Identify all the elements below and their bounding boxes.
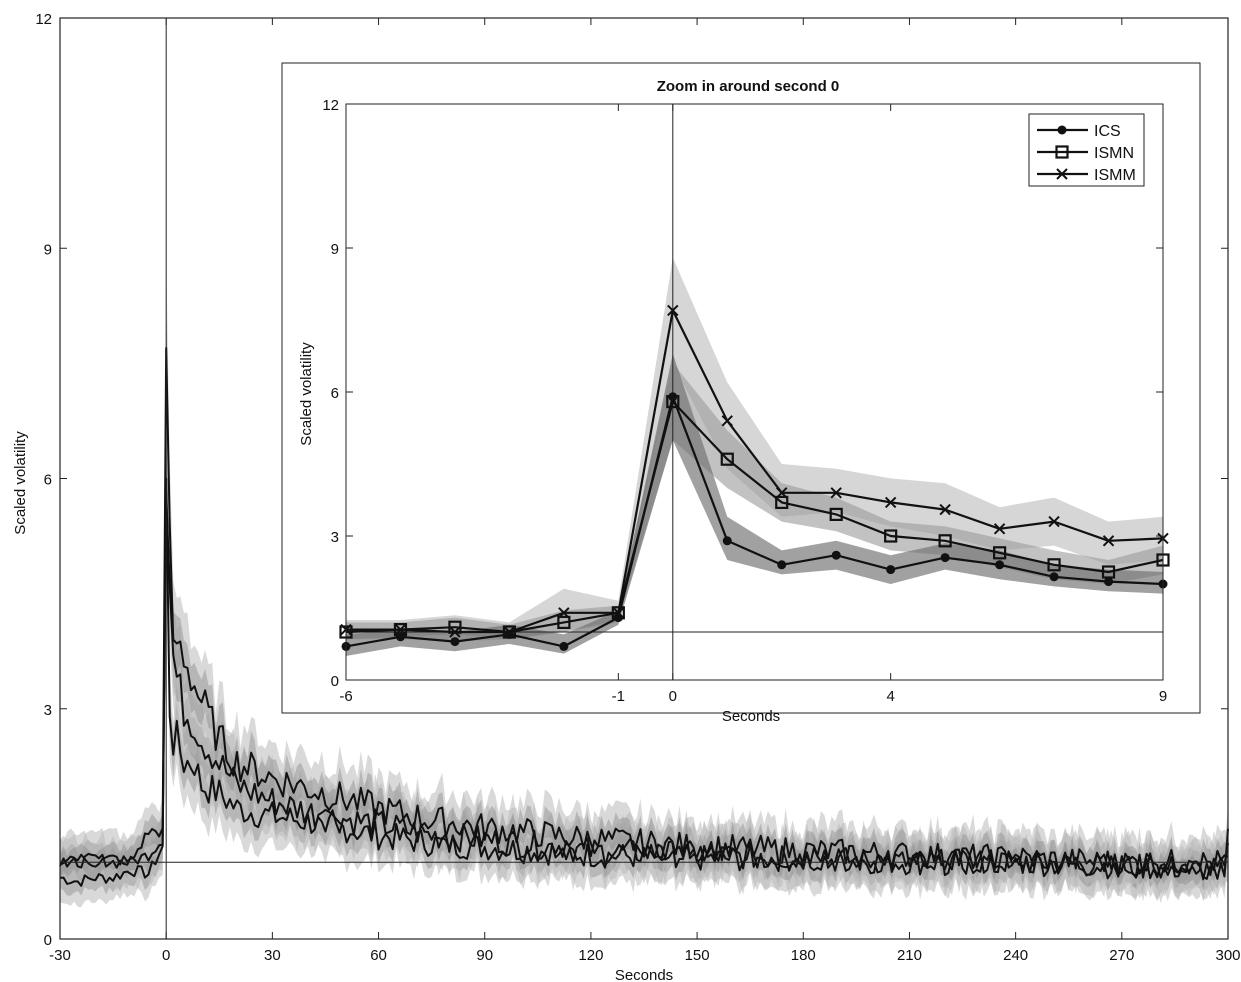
inset-line-ismn [345, 400, 1164, 634]
main-x-tick-label: 300 [1215, 947, 1240, 964]
inset-line-ics [345, 395, 1164, 648]
inset-point-ismn [557, 615, 571, 630]
inset-point-ismm [1102, 535, 1115, 547]
main-series-lines [59, 347, 1229, 887]
inset-plot: -6 -1 0 4 9 0 3 6 9 12 Zoom in around second 0 Se… [281, 62, 1201, 725]
main-x-tick-label: 150 [685, 947, 710, 964]
main-x-tick-label: 0 [162, 947, 170, 964]
main-y-tick-label: 0 [44, 932, 52, 949]
inset-point-ismn [720, 452, 734, 466]
main-y-tick-label: 6 [44, 472, 52, 489]
legend-marker-ics [1057, 125, 1067, 135]
legend-marker-ismm [1056, 168, 1068, 180]
inset-point-ics [831, 550, 841, 560]
main-x-axis-label: Seconds [615, 967, 673, 982]
inset-band-ismn [346, 363, 1163, 640]
main-reference-lines [60, 18, 1228, 939]
inset-point-ismm [884, 496, 897, 509]
inset-x-tick-label: -1 [612, 688, 625, 705]
main-x-tick-label: 270 [1109, 947, 1134, 964]
inset-point-ismm [939, 503, 951, 516]
inset-point-ismn [829, 507, 843, 521]
inset-point-ismn [775, 495, 789, 509]
main-x-tick-label: 60 [370, 947, 387, 964]
inset-x-tick-label: 9 [1159, 688, 1167, 705]
inset-point-ismn [611, 606, 625, 620]
inset-y-tick-label: 0 [331, 673, 339, 690]
main-x-tick-label: 90 [476, 947, 493, 964]
legend-label-ismm: ISMM [1094, 167, 1136, 184]
inset-point-ismm [1048, 515, 1060, 528]
inset-point-ismm [503, 626, 516, 638]
inset-y-tick-label: 12 [322, 97, 339, 114]
inset-point-ics [886, 565, 896, 575]
inset-line-ismm [346, 309, 1164, 634]
inset-point-ics [1049, 572, 1059, 582]
inset-series-markers [339, 304, 1170, 651]
inset-x-tick-label: 0 [669, 688, 677, 705]
inset-point-ismm [667, 304, 679, 317]
inset-point-ismm [449, 626, 461, 638]
inset-point-ics [559, 641, 569, 651]
inset-confidence-bands [346, 257, 1163, 656]
inset-x-tick-label: 4 [886, 688, 894, 705]
inset-point-ismn [1101, 565, 1116, 579]
inset-point-ismm [394, 623, 407, 636]
inset-y-tick-label: 3 [331, 529, 339, 546]
main-y-axis-label: Scaled volatility [12, 431, 29, 535]
inset-point-ismn [884, 529, 898, 543]
inset-point-ismm [612, 607, 625, 619]
inset-y-axis-label: Scaled volatility [298, 342, 315, 446]
inset-x-tick-label: -6 [339, 688, 352, 705]
inset-title: Zoom in around second 0 [657, 78, 840, 95]
inset-series-lines [345, 309, 1164, 648]
main-x-tick-label: 240 [1003, 947, 1028, 964]
inset-point-ics [995, 560, 1005, 570]
inset-band-ismm [346, 257, 1163, 642]
inset-point-ics [940, 553, 950, 563]
inset-x-axis-label: Seconds [722, 708, 780, 725]
inset-point-ics [722, 536, 732, 546]
inset-y-tick-label: 9 [331, 241, 339, 258]
legend-label-ics: ICS [1094, 123, 1121, 140]
inset-point-ics [777, 560, 787, 570]
inset-point-ismm [721, 415, 733, 427]
inset-point-ismn [992, 546, 1007, 560]
legend-marker-ismn [1055, 145, 1069, 159]
main-x-tick-label: -30 [49, 947, 71, 964]
main-y-tick-label: 3 [44, 702, 52, 719]
main-x-tick-label: 180 [791, 947, 816, 964]
inset-point-ismn [502, 625, 516, 639]
inset-point-ismn [393, 622, 408, 637]
inset-point-ismm [776, 487, 788, 499]
inset-point-ics [450, 637, 460, 647]
inset-point-ismn [666, 395, 680, 409]
inset-y-tick-label: 6 [331, 385, 339, 402]
main-y-tick-label: 12 [35, 11, 52, 28]
main-series-line-2 [59, 492, 1229, 881]
inset-point-ics [1104, 577, 1114, 587]
main-y-tick-label: 9 [44, 241, 52, 258]
inset-point-ismm [830, 487, 842, 499]
inset-point-ismn [1047, 558, 1061, 572]
inset-point-ismm [993, 523, 1006, 535]
inset-legend: ICS ISMN ISMM [1028, 113, 1145, 187]
main-x-tick-label: 210 [897, 947, 922, 964]
inset-tick-labels: -6 -1 0 4 9 0 3 6 9 12 [322, 97, 1167, 705]
main-series-line-3 [59, 347, 1229, 876]
inset-point-ismn [938, 534, 952, 548]
main-x-tick-label: 30 [264, 947, 281, 964]
main-x-tick-label: 120 [578, 947, 603, 964]
legend-label-ismn: ISMN [1094, 145, 1134, 162]
inset-point-ismm [558, 607, 570, 619]
